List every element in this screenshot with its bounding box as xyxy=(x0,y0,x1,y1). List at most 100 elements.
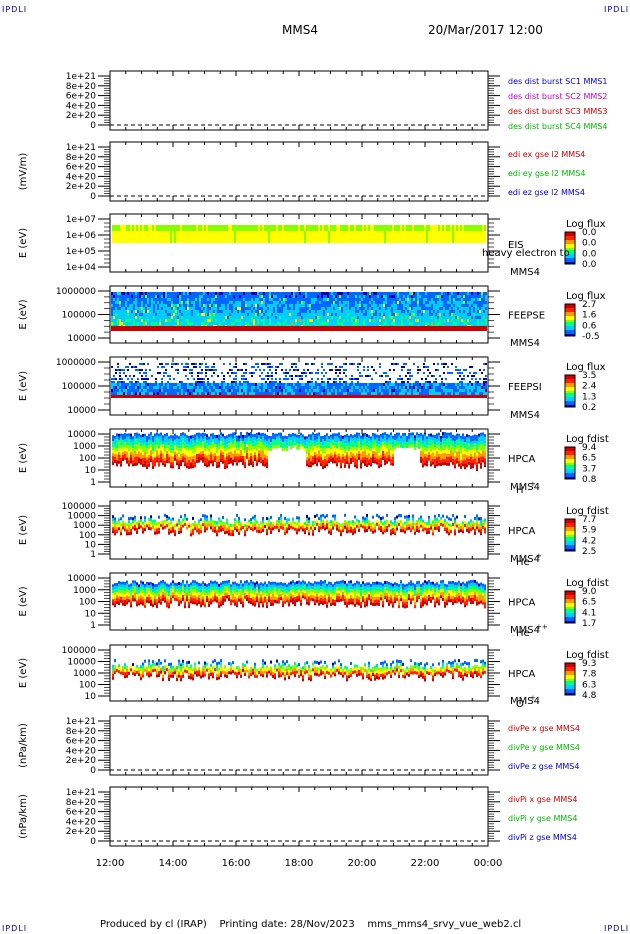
spectrogram-cell xyxy=(429,316,431,319)
spectrogram-cell xyxy=(131,304,133,307)
spectrogram-cell xyxy=(191,395,193,398)
spectrogram-cell xyxy=(447,319,449,322)
spectrogram-cell xyxy=(253,316,255,319)
spectrogram-cell xyxy=(336,231,338,243)
spectrogram-cell xyxy=(451,363,453,365)
spectrogram-cell xyxy=(303,389,305,392)
spectrogram-cell xyxy=(115,298,117,301)
spectrogram-cell xyxy=(443,319,445,322)
spectrogram-cell xyxy=(201,381,203,383)
spectrogram-cell xyxy=(468,231,470,243)
colorbar-cell xyxy=(565,312,575,315)
spectrogram-cell xyxy=(427,313,429,316)
spectrogram-cell xyxy=(423,298,425,301)
spectrogram-cell xyxy=(279,395,281,398)
spectrogram-cell xyxy=(311,322,313,325)
spectrogram-cell xyxy=(389,369,391,371)
spectrogram-cell xyxy=(353,392,355,395)
spectrogram-cell xyxy=(161,326,163,331)
spectrogram-cell xyxy=(323,316,325,319)
spectrogram-cell xyxy=(285,326,287,331)
spectrogram-cell xyxy=(259,383,261,386)
spectrogram-cell xyxy=(400,225,402,231)
spectrogram-cell xyxy=(123,381,125,383)
spectrogram-cell xyxy=(303,316,305,319)
spectrogram-cell xyxy=(328,225,330,231)
spectrogram-cell xyxy=(265,383,267,386)
spectrogram-cell xyxy=(359,316,361,319)
spectrogram-cell xyxy=(278,225,280,231)
spectrogram-cell xyxy=(317,292,319,295)
spectrogram-cell xyxy=(473,313,475,316)
spectrogram-cell xyxy=(188,231,190,243)
spectrogram-cell xyxy=(173,313,175,316)
spectrogram-cell xyxy=(335,381,337,383)
spectrogram-cell xyxy=(153,313,155,316)
spectrogram-cell xyxy=(177,392,179,395)
spectrogram-cell xyxy=(231,295,233,298)
spectrogram-cell xyxy=(321,363,323,365)
spectrogram-cell xyxy=(275,313,277,316)
spectrogram-cell xyxy=(423,313,425,316)
spectrogram-cell xyxy=(299,307,301,310)
spectrogram-cell xyxy=(361,392,363,395)
spectrogram-cell xyxy=(393,392,395,395)
spectrogram-cell xyxy=(239,381,241,383)
spectrogram-cell xyxy=(163,313,165,316)
spectrogram-cell xyxy=(155,304,157,307)
spectrogram-cell xyxy=(141,389,143,392)
spectrogram-cell xyxy=(255,292,257,295)
spectrogram-cell xyxy=(467,386,469,389)
spectrogram-cell xyxy=(321,304,323,307)
spectrogram-cell xyxy=(243,389,245,392)
spectrogram-cell xyxy=(241,304,243,307)
spectrogram-cell xyxy=(179,386,181,389)
spectrogram-cell xyxy=(159,389,161,392)
spectrogram-cell xyxy=(351,363,353,365)
spectrogram-cell xyxy=(201,389,203,392)
spectrogram-cell xyxy=(459,369,461,371)
spectrogram-cell xyxy=(293,307,295,310)
spectrogram-cell xyxy=(211,292,213,295)
spectrogram-cell xyxy=(163,310,165,313)
spectrogram-cell xyxy=(465,316,467,319)
spectrogram-cell xyxy=(151,386,153,389)
spectrogram-cell xyxy=(205,363,207,365)
spectrogram-cell xyxy=(295,366,297,368)
spectrogram-cell xyxy=(295,389,297,392)
spectrogram-cell xyxy=(473,375,475,377)
spectrogram-cell xyxy=(249,319,251,322)
spectrogram-cell xyxy=(159,313,161,316)
spectrogram-cell xyxy=(457,322,459,325)
spectrogram-cell xyxy=(229,295,231,298)
spectrogram-cell xyxy=(295,326,297,331)
spectrogram-cell xyxy=(301,389,303,392)
spectrogram-cell xyxy=(353,386,355,389)
spectrogram-cell xyxy=(155,310,157,313)
spectrogram-cell xyxy=(445,313,447,316)
spectrogram-cell xyxy=(197,313,199,316)
spectrogram-cell xyxy=(201,304,203,307)
spectrogram-cell xyxy=(431,389,433,392)
spectrogram-cell xyxy=(467,322,469,325)
spectrogram-cell xyxy=(143,378,145,380)
spectrogram-cell xyxy=(365,316,367,319)
spectrogram-cell xyxy=(163,304,165,307)
spectrogram-cell xyxy=(441,322,443,325)
spectrogram-cell xyxy=(365,322,367,325)
spectrogram-cell xyxy=(295,395,297,398)
spectrogram-cell xyxy=(454,225,456,231)
spectrogram-cell xyxy=(291,295,293,298)
spectrogram-cell xyxy=(137,304,139,307)
spectrogram-cell xyxy=(399,298,401,301)
spectrogram-cell xyxy=(483,383,485,386)
spectrogram-cell xyxy=(401,326,403,331)
spectrogram-cell xyxy=(359,389,361,392)
spectrogram-cell xyxy=(269,326,271,331)
spectrogram-cell xyxy=(475,313,477,316)
spectrogram-cell xyxy=(301,326,303,331)
spectrogram-cell xyxy=(309,298,311,301)
spectrogram-cell xyxy=(366,231,368,243)
spectrogram-cell xyxy=(309,389,311,392)
spectrogram-cell xyxy=(145,375,147,377)
